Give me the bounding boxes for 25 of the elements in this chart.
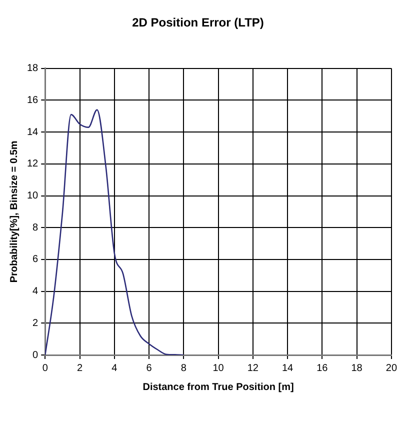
x-tick-label: 4 [112, 362, 118, 374]
y-tick-label: 0 [32, 350, 39, 361]
y-axis-title: Probability[%], Binsize = 0.5m [8, 140, 20, 283]
line-series [45, 109, 184, 355]
x-axis-title: Distance from True Position [m] [142, 382, 294, 393]
chart-title: 2D Position Error (LTP) [132, 16, 264, 30]
x-tick-label: 14 [282, 362, 294, 374]
x-tick-label: 20 [386, 362, 398, 374]
y-tick-label: 18 [27, 63, 39, 74]
y-tick-label: 2 [32, 318, 39, 329]
y-tick-label: 6 [32, 254, 39, 266]
x-tick-label: 0 [42, 362, 48, 374]
x-tick-label: 2 [76, 362, 83, 374]
y-tick-label: 8 [32, 222, 39, 234]
x-tick-label: 8 [180, 362, 187, 374]
x-tick-label: 18 [351, 362, 363, 374]
x-tick-label: 16 [316, 362, 328, 374]
y-tick-label: 10 [27, 190, 39, 202]
y-tick-label: 4 [32, 286, 39, 298]
y-tick-label: 16 [27, 94, 39, 106]
y-tick-label: 14 [27, 126, 39, 138]
x-tick-label: 6 [146, 362, 152, 374]
x-tick-label: 10 [212, 362, 224, 374]
x-tick-label: 12 [247, 362, 259, 374]
y-tick-label: 12 [27, 158, 39, 170]
